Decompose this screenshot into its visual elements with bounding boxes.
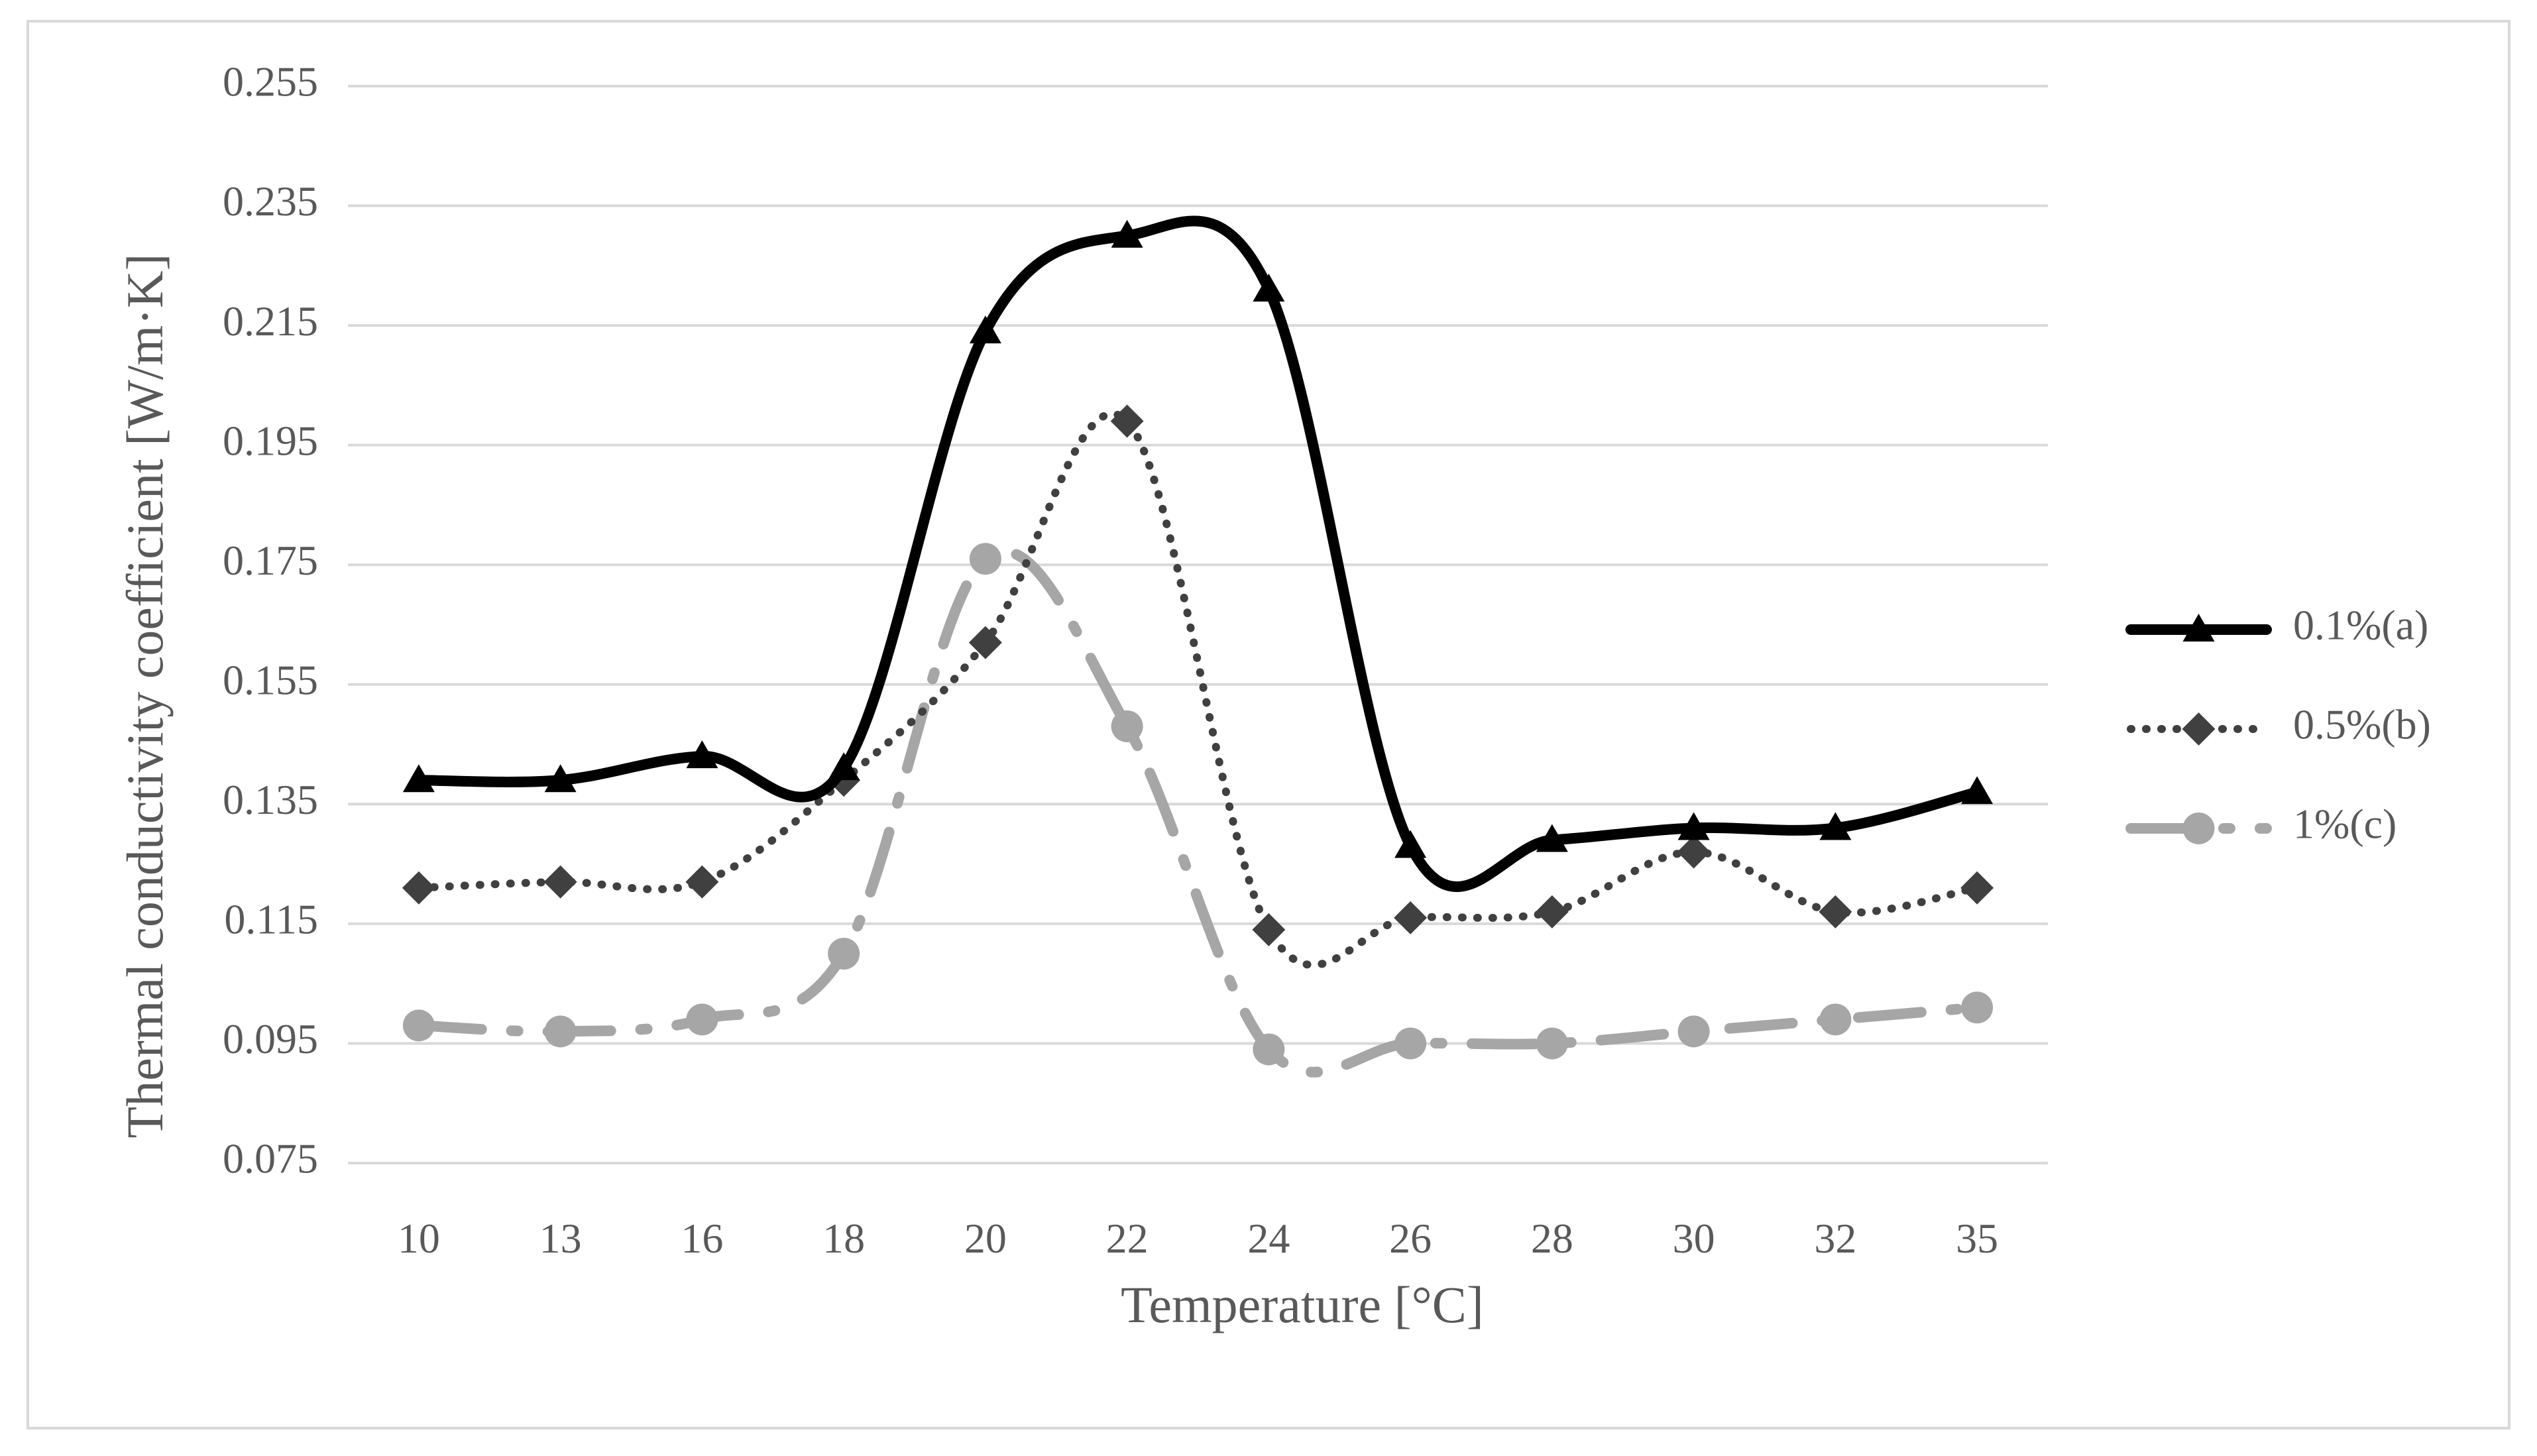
legend-item-3: 1%(c) xyxy=(2125,801,2396,848)
x-tick-label: 22 xyxy=(1106,1215,1149,1262)
data-point xyxy=(1394,830,1427,858)
data-point xyxy=(969,315,1001,344)
series-line xyxy=(413,546,1983,1078)
y-tick-label: 0.195 xyxy=(223,417,318,464)
legend-label: 0.1%(a) xyxy=(2293,602,2428,649)
data-point xyxy=(1253,273,1285,302)
data-point xyxy=(402,871,435,905)
data-point xyxy=(1819,812,1852,840)
data-point xyxy=(544,764,577,793)
series-1 xyxy=(402,215,1994,892)
y-tick-label: 0.115 xyxy=(224,896,318,943)
legend: 0.1%(a) 0.5%(b) 1%(c) xyxy=(2125,602,2431,848)
data-point xyxy=(1961,776,1994,805)
data-point xyxy=(685,865,719,899)
legend-marker xyxy=(2182,614,2215,642)
x-axis-ticks: 10 13 16 18 20 22 24 26 28 30 32 35 xyxy=(398,1215,1998,1262)
data-point xyxy=(1535,895,1569,928)
x-tick-label: 30 xyxy=(1673,1215,1715,1262)
x-axis-title: Temperature [°C] xyxy=(1121,1276,1484,1333)
y-axis-title: Thermal conductivity coefficient [W/m·K] xyxy=(116,254,174,1139)
x-tick-label: 35 xyxy=(1956,1215,1998,1262)
x-tick-label: 13 xyxy=(539,1215,582,1262)
data-point xyxy=(1394,901,1428,934)
series-2 xyxy=(402,404,1994,970)
data-point xyxy=(969,543,1001,575)
x-tick-label: 18 xyxy=(822,1215,865,1262)
x-tick-label: 20 xyxy=(964,1215,1007,1262)
data-point xyxy=(1677,835,1711,869)
data-point xyxy=(1536,824,1568,852)
x-tick-label: 24 xyxy=(1247,1215,1290,1262)
data-point xyxy=(1819,895,1852,928)
chart-frame xyxy=(27,20,2510,1429)
legend-marker xyxy=(2182,812,2215,844)
data-point xyxy=(1253,1033,1285,1066)
data-point xyxy=(1252,913,1286,946)
legend-label: 0.5%(b) xyxy=(2293,701,2431,748)
x-tick-label: 32 xyxy=(1814,1215,1856,1262)
y-tick-label: 0.235 xyxy=(223,178,318,225)
data-point xyxy=(1111,219,1143,248)
data-point xyxy=(1677,812,1710,840)
data-point xyxy=(1111,710,1143,742)
data-point xyxy=(1536,1027,1568,1060)
x-tick-label: 28 xyxy=(1531,1215,1573,1262)
data-point xyxy=(1394,1027,1427,1060)
data-point xyxy=(968,626,1002,659)
data-point xyxy=(828,938,860,970)
legend-marker xyxy=(2182,712,2216,746)
y-tick-label: 0.255 xyxy=(223,58,318,105)
legend-item-2: 0.5%(b) xyxy=(2127,701,2431,748)
y-tick-label: 0.155 xyxy=(223,656,318,703)
y-axis-ticks: 0.075 0.095 0.115 0.135 0.155 0.175 0.195 0.215… xyxy=(223,58,318,1182)
data-point xyxy=(686,740,718,769)
y-tick-label: 0.215 xyxy=(223,298,318,345)
data-point xyxy=(828,752,860,781)
gridlines xyxy=(348,85,2048,1164)
data-point xyxy=(544,1015,577,1048)
data-point xyxy=(402,1009,435,1042)
data-point xyxy=(1819,1003,1852,1036)
data-point xyxy=(1110,404,1144,438)
data-point xyxy=(686,1003,718,1036)
y-tick-label: 0.175 xyxy=(223,537,318,584)
y-tick-label: 0.075 xyxy=(223,1135,318,1182)
data-point xyxy=(1960,871,1994,905)
x-tick-label: 26 xyxy=(1389,1215,1432,1262)
data-point xyxy=(543,865,577,899)
legend-label: 1%(c) xyxy=(2293,801,2396,848)
series-layer xyxy=(402,215,1994,1078)
x-tick-label: 16 xyxy=(681,1215,723,1262)
y-tick-label: 0.095 xyxy=(223,1015,318,1062)
data-point xyxy=(1677,1015,1710,1048)
data-point xyxy=(402,764,435,793)
series-line xyxy=(414,410,1982,970)
legend-item-1: 0.1%(a) xyxy=(2125,602,2428,649)
series-3 xyxy=(402,543,1994,1078)
x-tick-label: 10 xyxy=(398,1215,440,1262)
data-point xyxy=(1961,991,1994,1024)
series-line xyxy=(413,215,1983,892)
y-tick-label: 0.135 xyxy=(223,776,318,823)
